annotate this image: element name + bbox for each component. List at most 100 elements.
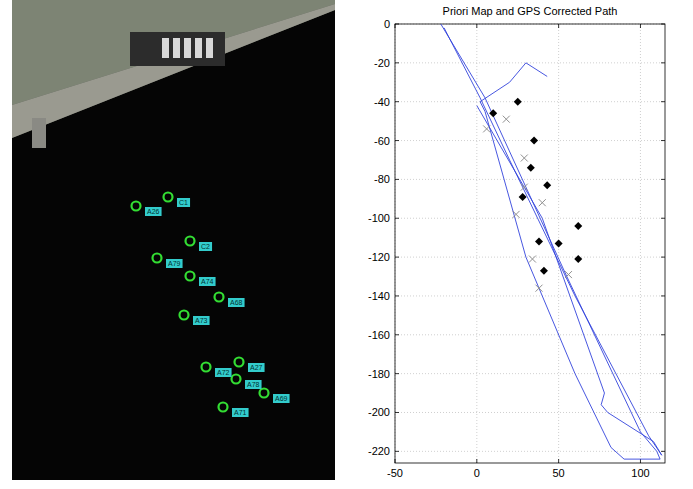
boat (195, 38, 202, 58)
tick (395, 295, 399, 296)
tick (661, 179, 665, 180)
path-line (444, 28, 662, 455)
label-box (232, 408, 249, 417)
tick (661, 101, 665, 102)
gps-point (503, 116, 510, 123)
label-box (245, 380, 262, 389)
y-tick-label: 0 (384, 18, 390, 30)
x-tick-label: 0 (474, 467, 480, 479)
land (12, 0, 335, 105)
label-box (177, 198, 190, 207)
buoys (132, 193, 269, 412)
buoy-label: A74 (201, 278, 214, 285)
label-box (193, 316, 210, 325)
grid (395, 24, 665, 463)
tick (661, 140, 665, 141)
map-point (574, 222, 582, 230)
tick (395, 334, 399, 335)
gps-point (521, 184, 528, 191)
buoy (215, 293, 224, 302)
tick (661, 412, 665, 413)
title: Priori Map and GPS Corrected Path (443, 5, 618, 17)
tick (395, 373, 399, 374)
grid-line (395, 218, 665, 219)
tick (395, 257, 399, 258)
grid-line (395, 373, 665, 374)
buoy (219, 403, 228, 412)
label-box (215, 368, 232, 377)
label-box (273, 394, 290, 403)
y-tick-label: -100 (368, 212, 390, 224)
tick (661, 295, 665, 296)
tick (476, 459, 477, 463)
grid-line (640, 24, 641, 463)
gps-point (513, 211, 520, 218)
buoy-label: A27 (250, 364, 263, 371)
tick (395, 62, 399, 63)
tick (558, 24, 559, 28)
label-box (199, 242, 212, 251)
shore (12, 0, 335, 138)
grid-line (395, 140, 665, 141)
gps-point (529, 256, 536, 263)
buoy (260, 389, 269, 398)
water (12, 0, 335, 480)
y-tick-label: -160 (368, 329, 390, 341)
gps-point (565, 271, 572, 278)
label-box (228, 298, 245, 307)
buoy-label: A26 (147, 208, 160, 215)
tick (661, 334, 665, 335)
tick (395, 412, 399, 413)
axes: -500501000-20-40-60-80-100-120-140-160-1… (368, 18, 665, 479)
gps-point (521, 155, 528, 162)
tick (558, 459, 559, 463)
buoy-label: A73 (195, 317, 208, 324)
grid-line (395, 295, 665, 296)
y-tick-label: -60 (374, 135, 390, 147)
tick (640, 459, 641, 463)
tick (395, 451, 399, 452)
buoy-label: A68 (230, 299, 243, 306)
map-point (514, 98, 522, 106)
boat (173, 38, 180, 58)
grid-line (395, 179, 665, 180)
map-panel: A26C1C2A79A74A68A73A72A27A78A69A71 (12, 0, 335, 480)
buoy (180, 311, 189, 320)
gps-point (539, 199, 546, 206)
x-tick-label: 50 (553, 467, 565, 479)
map-point (555, 240, 563, 248)
grid-line (395, 412, 665, 413)
tick (395, 140, 399, 141)
quay (12, 4, 335, 138)
map-point (574, 255, 582, 263)
grid-line (395, 451, 665, 452)
grid-line (395, 101, 665, 102)
tick (640, 24, 641, 28)
tick (395, 179, 399, 180)
buoy (186, 237, 195, 246)
gps-point (483, 125, 490, 132)
y-tick-label: -200 (368, 406, 390, 418)
plot-frame (395, 24, 665, 463)
map-point (489, 109, 497, 117)
buoy (202, 363, 211, 372)
y-tick-label: -140 (368, 290, 390, 302)
y-tick-label: -220 (368, 445, 390, 457)
label-box (166, 259, 183, 268)
grid-line (395, 62, 665, 63)
chart-panel: Priori Map and GPS Corrected Path -50 0 50 1… (368, 5, 665, 479)
y-tick-label: -180 (368, 368, 390, 380)
ramp (32, 118, 46, 148)
plot-area (395, 24, 665, 463)
x-tick-label: -50 (387, 467, 403, 479)
x-tick-label: 100 (631, 467, 649, 479)
buoy-label: A71 (234, 409, 247, 416)
tick (395, 218, 399, 219)
buoy (164, 193, 173, 202)
pier (130, 32, 225, 66)
buoy-label: A79 (168, 260, 181, 267)
label-box (145, 207, 162, 216)
tick (661, 451, 665, 452)
map-point (527, 164, 535, 172)
map-point (540, 267, 548, 275)
